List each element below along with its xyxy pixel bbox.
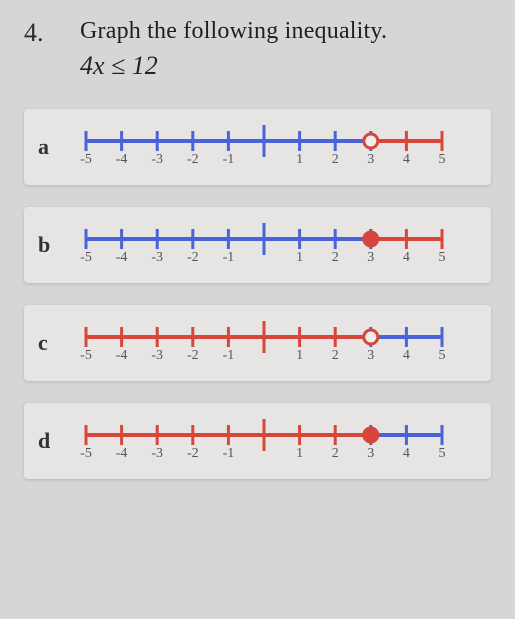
svg-text:-3: -3: [151, 446, 163, 461]
svg-text:4: 4: [403, 446, 410, 461]
svg-text:-4: -4: [116, 250, 128, 265]
svg-text:-4: -4: [116, 446, 128, 461]
question-number: 4.: [24, 18, 52, 48]
answer-choices: a-5-4-3-2-112345b-5-4-3-2-112345c-5-4-3-…: [24, 109, 491, 479]
svg-text:-4: -4: [116, 348, 128, 363]
svg-text:-1: -1: [223, 250, 235, 265]
svg-text:-1: -1: [223, 446, 235, 461]
svg-text:-4: -4: [116, 152, 128, 167]
svg-text:3: 3: [367, 446, 374, 461]
svg-text:4: 4: [403, 152, 410, 167]
answer-choice-b[interactable]: b -5 -4 -3 -2 -1 1 2 3 4 5: [24, 207, 491, 283]
number-line: -5 -4 -3 -2 -1 1 2 3 4 5: [74, 215, 454, 275]
svg-text:2: 2: [332, 348, 339, 363]
svg-text:-2: -2: [187, 446, 199, 461]
svg-text:5: 5: [439, 250, 446, 265]
answer-choice-a[interactable]: a -5 -4 -3 -2 -1 1 2 3 4 5: [24, 109, 491, 185]
number-line: -5 -4 -3 -2 -1 1 2 3 4 5: [74, 411, 454, 471]
svg-text:-3: -3: [151, 348, 163, 363]
svg-text:1: 1: [296, 250, 303, 265]
svg-text:-2: -2: [187, 250, 199, 265]
svg-text:-5: -5: [80, 446, 92, 461]
svg-text:-5: -5: [80, 348, 92, 363]
svg-text:1: 1: [296, 152, 303, 167]
svg-text:3: 3: [367, 152, 374, 167]
question-expression: 4x ≤ 12: [80, 51, 387, 81]
number-line: -5 -4 -3 -2 -1 1 2 3 4 5: [74, 117, 454, 177]
svg-text:2: 2: [332, 152, 339, 167]
svg-text:-3: -3: [151, 152, 163, 167]
svg-text:5: 5: [439, 446, 446, 461]
svg-text:-1: -1: [223, 152, 235, 167]
svg-text:-2: -2: [187, 152, 199, 167]
svg-text:2: 2: [332, 250, 339, 265]
svg-text:5: 5: [439, 152, 446, 167]
number-line: -5 -4 -3 -2 -1 1 2 3 4 5: [74, 313, 454, 373]
svg-text:-2: -2: [187, 348, 199, 363]
svg-text:-3: -3: [151, 250, 163, 265]
svg-text:-1: -1: [223, 348, 235, 363]
choice-label: b: [38, 232, 56, 258]
choice-label: d: [38, 428, 56, 454]
question-prompt: Graph the following inequality.: [80, 18, 387, 45]
svg-text:-5: -5: [80, 250, 92, 265]
svg-text:-5: -5: [80, 152, 92, 167]
answer-choice-c[interactable]: c -5 -4 -3 -2 -1 1 2 3 4 5: [24, 305, 491, 381]
svg-text:3: 3: [367, 348, 374, 363]
svg-text:4: 4: [403, 250, 410, 265]
choice-label: c: [38, 330, 56, 356]
svg-text:1: 1: [296, 446, 303, 461]
answer-choice-d[interactable]: d -5 -4 -3 -2 -1 1 2 3 4 5: [24, 403, 491, 479]
svg-text:2: 2: [332, 446, 339, 461]
choice-label: a: [38, 134, 56, 160]
svg-text:3: 3: [367, 250, 374, 265]
svg-text:5: 5: [439, 348, 446, 363]
svg-text:1: 1: [296, 348, 303, 363]
svg-text:4: 4: [403, 348, 410, 363]
